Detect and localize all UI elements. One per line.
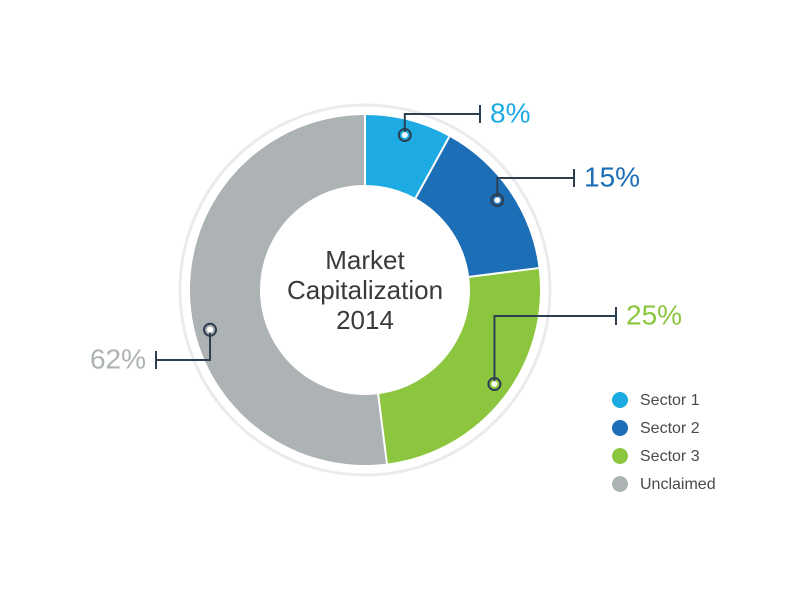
legend-label-sector3: Sector 3 xyxy=(640,448,700,465)
callout-dot-inner-unclaimed xyxy=(207,327,213,333)
callout-dot-inner-sector2 xyxy=(494,197,500,203)
legend-dot-unclaimed xyxy=(612,476,628,492)
market-cap-donut-chart: MarketCapitalization2014 8% 15% 25% 62% Secto… xyxy=(0,0,800,600)
callout-label-sector3: 25% xyxy=(626,299,682,330)
legend-label-unclaimed: Unclaimed xyxy=(640,476,716,493)
callout-label-unclaimed: 62% xyxy=(90,343,146,374)
legend-dot-sector3 xyxy=(612,448,628,464)
callout-dot-inner-sector1 xyxy=(402,132,408,138)
legend-label-sector2: Sector 2 xyxy=(640,420,700,437)
callout-label-sector2: 15% xyxy=(584,161,640,192)
legend-dot-sector1 xyxy=(612,392,628,408)
legend-dot-sector2 xyxy=(612,420,628,436)
callout-label-sector1: 8% xyxy=(490,97,530,128)
legend-label-sector1: Sector 1 xyxy=(640,392,700,409)
callout-dot-inner-sector3 xyxy=(491,381,497,387)
chart-center-title: MarketCapitalization2014 xyxy=(287,245,443,335)
